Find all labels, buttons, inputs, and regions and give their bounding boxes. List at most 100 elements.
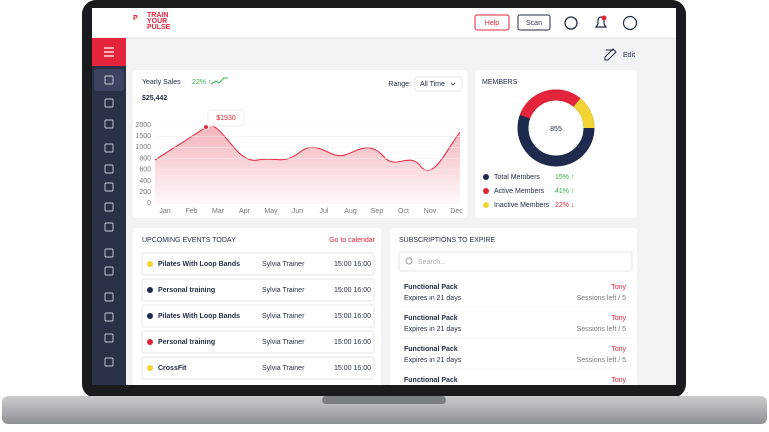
sub-pack: Functional Pack [404, 284, 458, 291]
logo-mark: P [133, 15, 138, 22]
event-time: 15:00 16:00 [334, 261, 371, 268]
search-box[interactable] [398, 251, 633, 272]
event-trainer: Sylvia Trainer [262, 365, 305, 372]
sidebar-icon[interactable] [104, 202, 114, 212]
sub-sessions: Sessions left / 5 [577, 295, 627, 302]
x-tick-label: Jun [292, 208, 303, 215]
y-tick-label: 1000 [135, 144, 151, 151]
event-row[interactable] [141, 330, 375, 354]
y-tick-label: 400 [139, 178, 151, 185]
sidebar-icon[interactable] [104, 248, 114, 258]
legend-change: 15% ↑ [555, 174, 574, 181]
x-tick-label: Apr [239, 208, 251, 215]
legend-label: Total Members [494, 174, 540, 181]
logo-text: TRAIN [147, 12, 168, 19]
subscriptions-title: SUBSCRIPTIONS TO EXPIRE [399, 237, 496, 244]
bell-icon[interactable] [594, 16, 608, 28]
sparkline [210, 77, 228, 85]
edit-icon[interactable] [604, 48, 617, 61]
event-trainer: Sylvia Trainer [262, 261, 305, 268]
help-label: Help [485, 20, 500, 27]
event-row[interactable] [141, 356, 375, 380]
sidebar-icon[interactable] [104, 266, 114, 276]
event-row[interactable] [141, 304, 375, 328]
x-tick-label: Dec [450, 208, 463, 215]
tooltip [207, 109, 245, 127]
events-title: UPCOMING EVENTS TODAY [142, 237, 236, 244]
sales-total: $25,442 [142, 95, 167, 102]
x-tick-label: Nov [424, 208, 437, 215]
sidebar-icon[interactable] [104, 75, 114, 85]
sub-sessions: Sessions left / 5 [577, 326, 627, 333]
settings-icon[interactable] [564, 16, 578, 30]
event-name: Pilates With Loop Bands [158, 261, 240, 268]
sidebar-icon[interactable] [104, 333, 114, 343]
sidebar-icon[interactable] [104, 357, 114, 367]
topbar [92, 8, 676, 38]
x-tick-label: Mar [212, 208, 225, 215]
chevron [450, 82, 456, 86]
sub-member: Tony [611, 346, 626, 353]
event-row[interactable] [141, 252, 375, 276]
x-tick-label: Jul [320, 208, 329, 215]
help-button[interactable] [474, 14, 510, 31]
members-total: 855 [550, 126, 562, 133]
sidebar-icon[interactable] [104, 292, 114, 302]
range-value: All Time [420, 81, 445, 88]
donut-active [517, 89, 595, 167]
y-tick-label: 800 [139, 155, 151, 162]
scan-button[interactable] [517, 14, 551, 31]
logo-text: PULSE [147, 24, 171, 31]
event-dot [147, 339, 153, 345]
event-name: Personal training [158, 287, 215, 294]
x-tick-label: Aug [344, 208, 357, 215]
legend-change: 22% ↓ [555, 202, 574, 209]
range-select[interactable] [414, 76, 463, 92]
sidebar-icon[interactable] [104, 119, 114, 129]
search-placeholder: Search... [418, 259, 446, 266]
sub-pack: Functional Pack [404, 377, 458, 384]
event-time: 15:00 16:00 [334, 313, 371, 320]
event-trainer: Sylvia Trainer [262, 339, 305, 346]
search-icon [405, 257, 413, 265]
sidebar-icon[interactable] [104, 222, 114, 232]
sidebar-icon[interactable] [104, 164, 114, 174]
sales-change: 22% ↑ [192, 79, 211, 86]
x-tick-label: Feb [185, 208, 197, 215]
sub-member: Tony [611, 284, 626, 291]
sidebar-icon[interactable] [104, 182, 114, 192]
y-tick-label: 0 [147, 200, 151, 207]
sub-sessions: Sessions left / 5 [577, 357, 627, 364]
sub-expires: Expires in 21 days [404, 357, 462, 364]
event-dot [147, 365, 153, 371]
event-name: Pilates With Loop Bands [158, 313, 240, 320]
x-tick-label: May [264, 208, 278, 215]
menu-icon [104, 47, 114, 57]
sidebar [92, 66, 126, 385]
sub-expires: Expires in 21 days [404, 295, 462, 302]
y-tick-label: 1500 [135, 133, 151, 140]
legend-dot [483, 174, 489, 180]
event-name: Personal training [158, 339, 215, 346]
sub-pack: Functional Pack [404, 346, 458, 353]
members-title: MEMBERS [482, 79, 518, 86]
bell-badge [601, 15, 607, 21]
logo-text: YOUR [147, 18, 167, 25]
sub-expires: Expires in 21 days [404, 326, 462, 333]
x-tick-label: Jan [159, 208, 170, 215]
user-icon[interactable] [622, 15, 638, 31]
x-tick-label: Sep [371, 208, 384, 215]
sales-point[interactable] [203, 124, 209, 130]
event-row[interactable] [141, 278, 375, 302]
legend-dot [483, 202, 489, 208]
event-dot [147, 287, 153, 293]
sidebar-icon[interactable] [104, 98, 114, 108]
sidebar-icon[interactable] [104, 143, 114, 153]
x-tick-label: Oct [398, 208, 409, 215]
sidebar-icon[interactable] [104, 312, 114, 322]
calendar-link[interactable]: Go to calendar [329, 237, 376, 244]
laptop-base [2, 396, 767, 424]
event-dot [147, 313, 153, 319]
